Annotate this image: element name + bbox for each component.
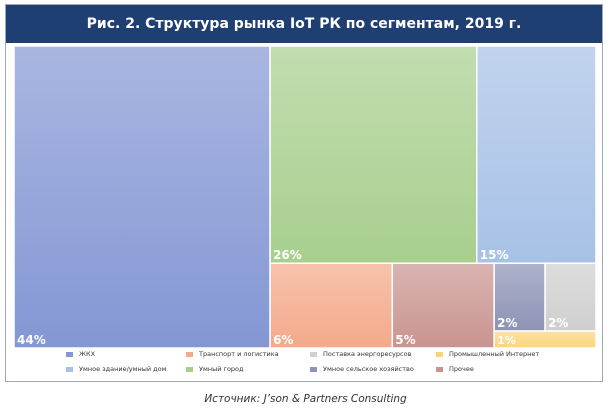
legend-label: Умное здание/умный дом [79, 365, 167, 373]
chart-frame: Рис. 2. Структура рынка IoT РК по сегмен… [5, 4, 603, 382]
legend-swatch [436, 366, 443, 372]
legend-item-умный-город: Умный город [186, 365, 244, 373]
legend-swatch [310, 366, 317, 372]
legend-swatch [186, 351, 193, 357]
treemap-label: 44% [17, 333, 46, 347]
legend-swatch [66, 366, 73, 372]
legend-label: Промышленный Интернет [449, 350, 540, 358]
treemap-label: 6% [273, 333, 293, 347]
legend-swatch [186, 366, 193, 372]
legend-label: Прочее [449, 365, 474, 373]
legend-swatch [310, 351, 317, 357]
legend-label: ЖКХ [79, 350, 96, 358]
legend-swatch [66, 351, 73, 357]
legend-label: Транспорт и логистика [199, 350, 279, 358]
legend-swatch [436, 351, 443, 357]
legend-label: Умный город [199, 365, 244, 373]
treemap-plot: 44% 26% 15% 6% 5% 2% 2% 1% [14, 46, 596, 348]
treemap-tile-поставка-энергоресурсов: 2% [544, 262, 596, 332]
treemap-tile-умное-сельское-хозяйство: 2% [493, 262, 546, 332]
treemap-label: 26% [273, 248, 302, 262]
legend-label: Поставка энергоресурсов [323, 350, 412, 358]
chart-title: Рис. 2. Структура рынка IoT РК по сегмен… [6, 5, 602, 43]
legend-item-жкх: ЖКХ [66, 350, 95, 358]
treemap-tile-промышленный-интернет: 1% [493, 330, 596, 348]
treemap-tile-умное-здание-умный-дом: 15% [476, 46, 596, 264]
treemap-label: 2% [548, 316, 568, 330]
legend-label: Умное сельское хозяйство [323, 365, 414, 373]
legend-item-поставка-энергоресурсов: Поставка энергоресурсов [310, 350, 411, 358]
source-caption: Источник: J’son & Partners Consulting [204, 393, 407, 405]
legend-item-умное-здание-умный-дом: Умное здание/умный дом [66, 365, 167, 373]
legend-item-умное-сельское-хозяйство: Умное сельское хозяйство [310, 365, 414, 373]
treemap-label: 1% [497, 334, 516, 347]
legend-item-транспорт-и-логистика: Транспорт и логистика [186, 350, 279, 358]
treemap-label: 2% [497, 316, 517, 330]
treemap-tile-прочее: 5% [391, 262, 495, 348]
legend-item-прочее: Прочее [436, 365, 474, 373]
treemap-tile-жкх: 44% [14, 46, 271, 348]
treemap-tile-умный-город: 26% [269, 46, 478, 264]
treemap-label: 5% [395, 333, 415, 347]
treemap-label: 15% [480, 248, 509, 262]
legend-item-промышленный-интернет: Промышленный Интернет [436, 350, 539, 358]
treemap-tile-транспорт-и-логистика: 6% [269, 262, 394, 348]
